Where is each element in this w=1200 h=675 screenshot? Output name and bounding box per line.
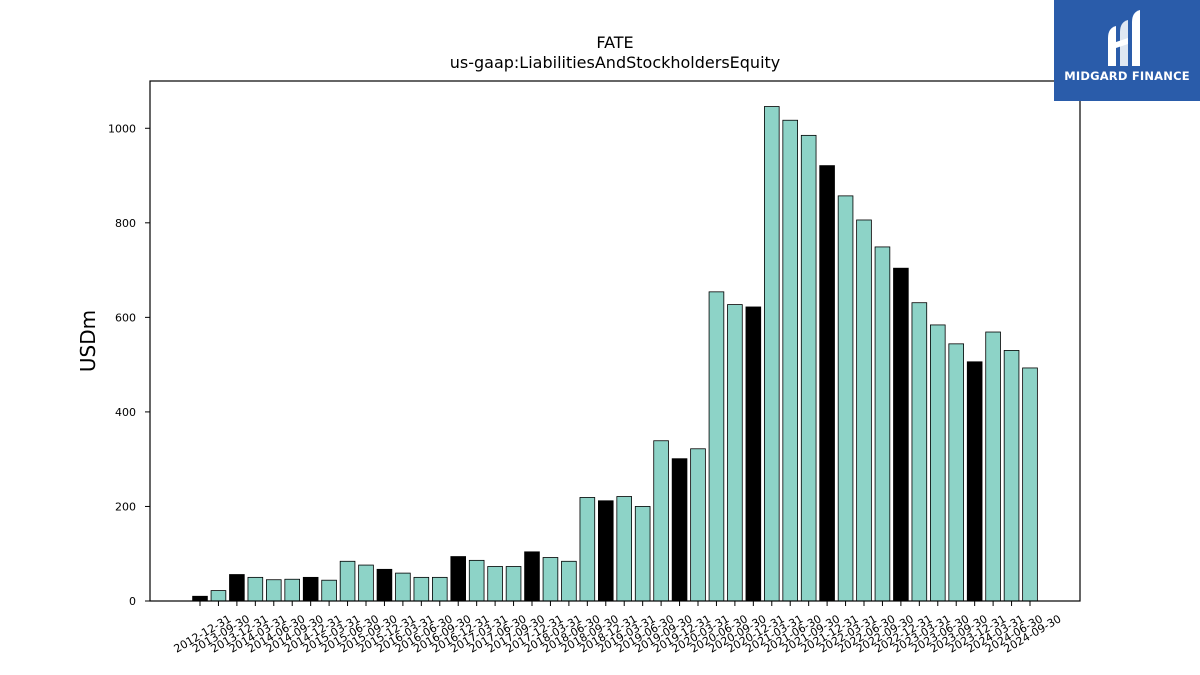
y-tick-label: 800: [115, 217, 136, 230]
y-axis-ticks: 0 200 400 600 800 1000: [108, 122, 150, 608]
bar-2018-03-31: [542, 557, 559, 602]
bar-2015-12-31: [376, 568, 393, 602]
midgard-finance-logo: MIDGARD FINANCE: [1054, 0, 1200, 101]
bar-2022-06-30: [856, 219, 872, 602]
bar-2020-09-30: [727, 304, 743, 602]
bar-2012-12-31: [192, 595, 208, 602]
bar-2023-03-31: [911, 302, 928, 602]
bar-2014-09-30: [284, 578, 300, 602]
midgard-logo-icon: [1108, 10, 1140, 66]
bar-2024-09-30: [1022, 367, 1038, 602]
y-tick-label: 200: [115, 500, 136, 513]
bar-2018-06-30: [561, 560, 577, 602]
bar-2019-12-31: [671, 458, 688, 602]
chart-title: FATE: [596, 33, 633, 52]
bar-2016-12-31: [450, 556, 466, 602]
bar-2020-06-30: [708, 291, 725, 602]
bar-2016-06-30: [413, 576, 430, 602]
logo-text: MIDGARD FINANCE: [1064, 69, 1190, 83]
bar-2023-09-30: [948, 343, 965, 602]
bar-2017-12-31: [524, 551, 540, 602]
bar-2016-09-30: [431, 576, 448, 602]
y-tick-label: 1000: [108, 122, 136, 135]
bar-2015-03-31: [321, 579, 337, 602]
bar-2017-06-30: [487, 566, 503, 602]
bar-2019-03-31: [616, 496, 633, 602]
bars-group: [192, 106, 1038, 602]
bar-2018-09-30: [579, 497, 596, 602]
bar-2016-03-31: [395, 572, 411, 602]
x-axis-ticks: 2012-12-312013-09-302013-12-312014-03-31…: [172, 601, 1064, 656]
bar-2017-03-31: [468, 559, 485, 602]
bar-2014-03-31: [247, 576, 264, 602]
bar-2021-09-30: [800, 134, 817, 602]
bar-2023-12-31: [966, 361, 983, 602]
bar-2014-06-30: [265, 579, 282, 602]
bar-2021-06-30: [782, 119, 799, 602]
bar-2021-03-31: [764, 106, 780, 602]
y-tick-label: 600: [115, 311, 136, 324]
bar-2014-12-31: [302, 576, 319, 602]
bar-2013-09-30: [210, 590, 227, 602]
bar-2019-06-30: [634, 506, 651, 602]
chart-subtitle: us-gaap:LiabilitiesAndStockholdersEquity: [450, 53, 781, 72]
bar-2024-06-30: [1003, 350, 1020, 602]
plot-frame: [149, 80, 1081, 602]
bar-2019-09-30: [653, 440, 669, 602]
bar-2020-12-31: [745, 306, 762, 602]
bar-2022-09-30: [874, 246, 891, 602]
bar-2023-06-30: [930, 324, 946, 602]
bar-2013-12-31: [229, 574, 245, 602]
bar-2018-12-31: [598, 500, 614, 602]
bar-2020-03-31: [690, 448, 706, 602]
bar-2022-12-31: [893, 267, 909, 602]
bar-2017-09-30: [505, 566, 522, 602]
bar-2021-12-31: [819, 165, 835, 602]
y-tick-label: 0: [129, 595, 136, 608]
bar-2015-06-30: [339, 560, 356, 602]
bar-2015-09-30: [358, 564, 374, 602]
y-axis-label: USDm: [76, 310, 100, 372]
bar-2024-03-31: [985, 331, 1001, 602]
y-tick-label: 400: [115, 406, 136, 419]
bar-2022-03-31: [837, 195, 854, 602]
